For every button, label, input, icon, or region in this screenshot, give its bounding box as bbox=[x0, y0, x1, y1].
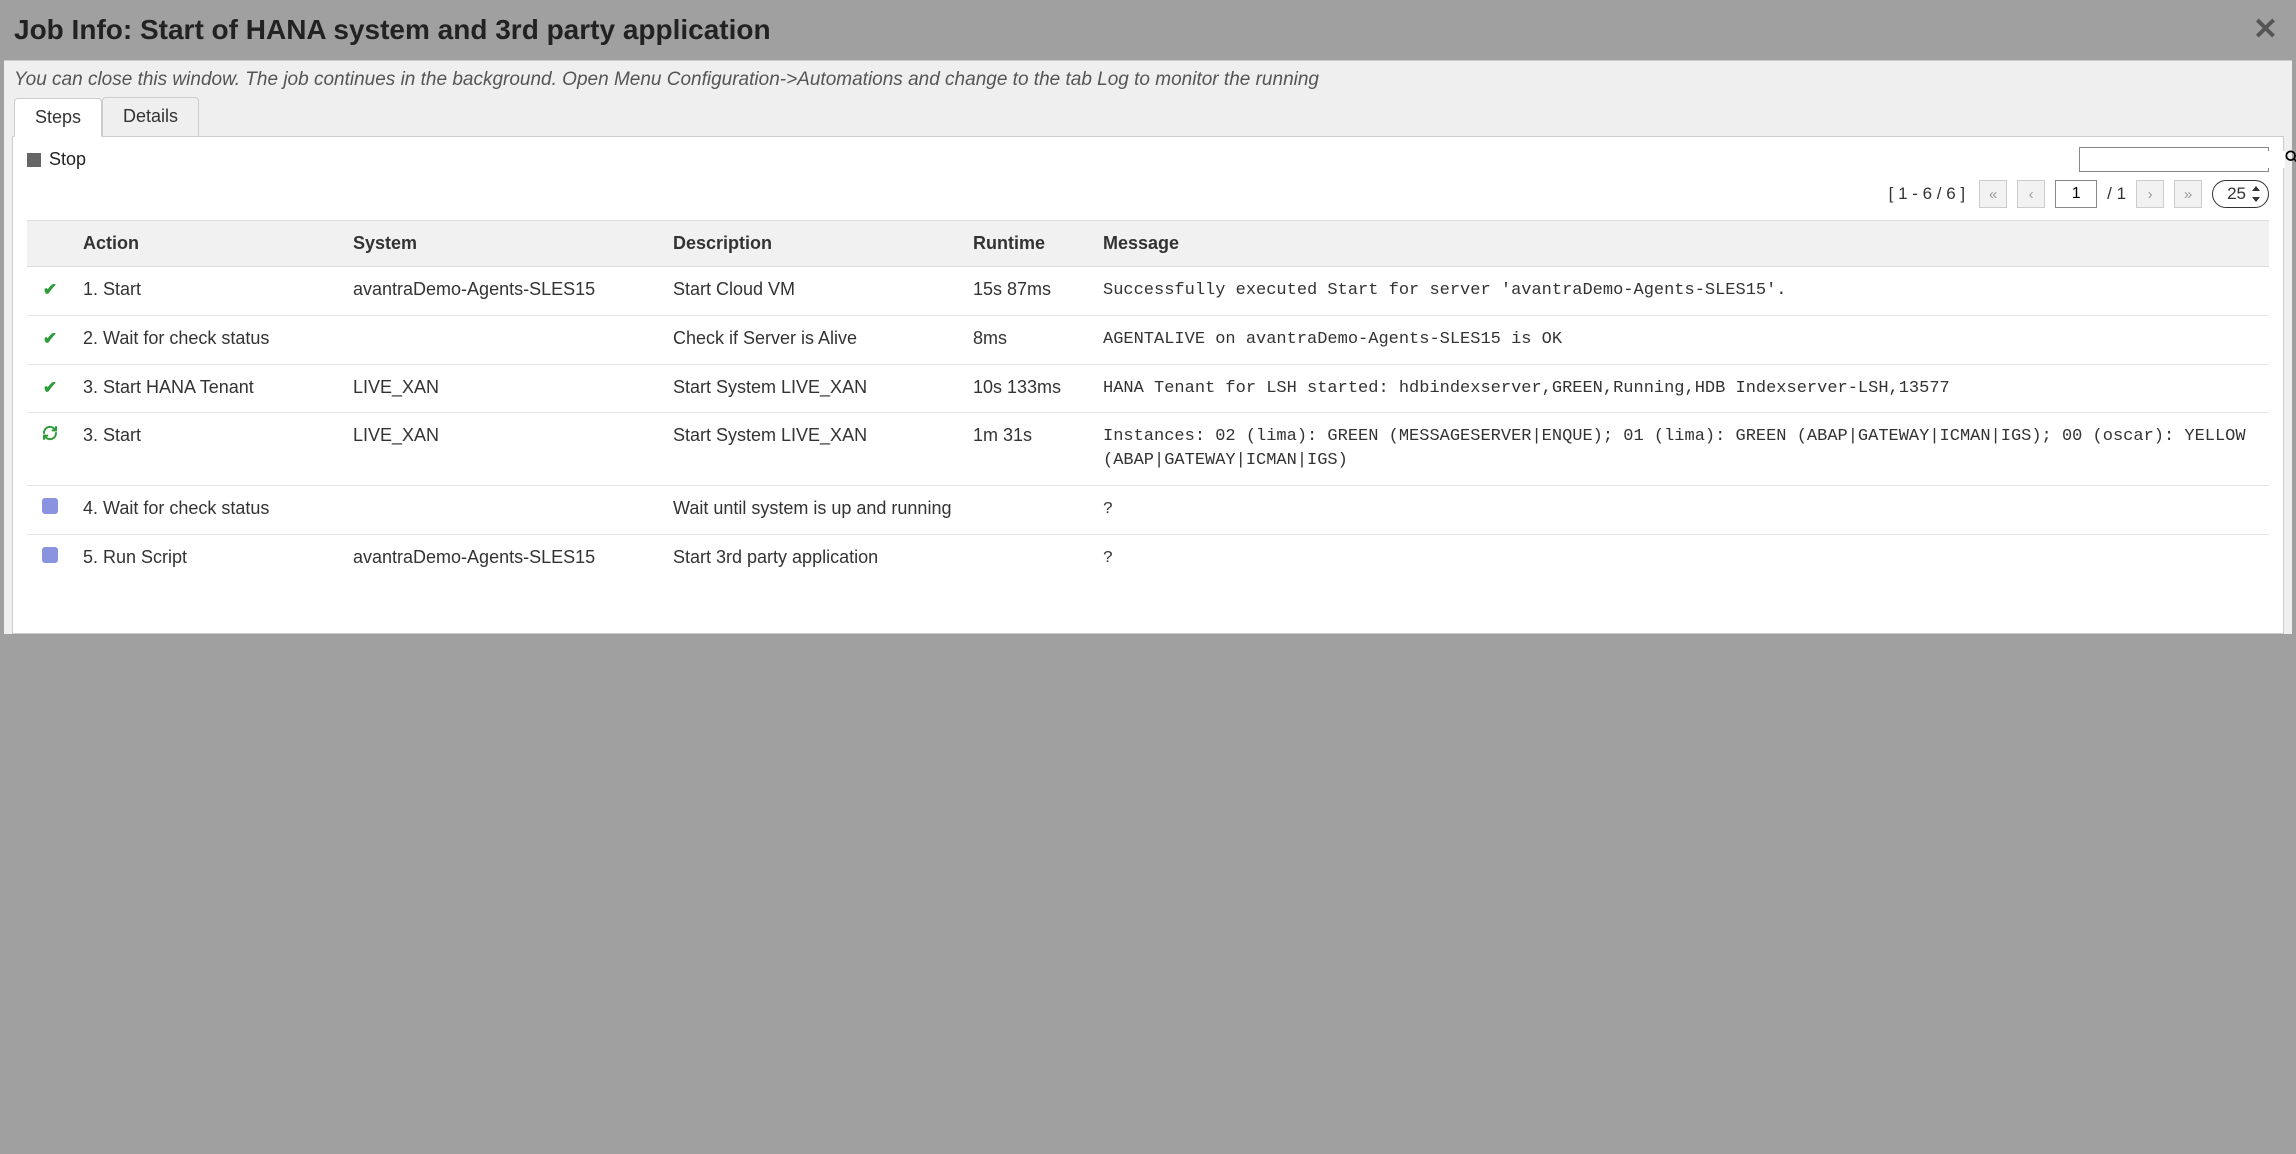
table-row[interactable]: ✔ 2. Wait for check status Check if Server… bbox=[27, 315, 2269, 364]
dialog-subtitle: You can close this window. The job conti… bbox=[4, 61, 2292, 97]
cell-message: HANA Tenant for LSH started: hdbindexser… bbox=[1093, 364, 2269, 413]
panel-footer-space bbox=[27, 583, 2269, 623]
pager-range: [ 1 - 6 / 6 ] bbox=[1889, 184, 1966, 204]
prev-page-button[interactable]: ‹ bbox=[2017, 180, 2045, 208]
page-size-select[interactable]: 25 bbox=[2212, 180, 2269, 208]
stop-label: Stop bbox=[49, 149, 86, 170]
cell-system: avantraDemo-Agents-SLES15 bbox=[343, 534, 663, 582]
cell-runtime bbox=[963, 534, 1093, 582]
col-runtime[interactable]: Runtime bbox=[963, 221, 1093, 267]
right-tools: [ 1 - 6 / 6 ] « ‹ / 1 › » 25 bbox=[1889, 147, 2269, 208]
job-info-dialog: Job Info: Start of HANA system and 3rd p… bbox=[4, 4, 2292, 634]
col-description[interactable]: Description bbox=[663, 221, 963, 267]
page-input[interactable] bbox=[2055, 180, 2097, 208]
table-row[interactable]: 5. Run ScriptavantraDemo-Agents-SLES15St… bbox=[27, 534, 2269, 582]
cell-action: 1. Start bbox=[73, 267, 343, 316]
cell-action: 3. Start HANA Tenant bbox=[73, 364, 343, 413]
cell-status bbox=[27, 413, 73, 486]
close-icon[interactable]: ✕ bbox=[2253, 15, 2278, 45]
tabs: Steps Details bbox=[4, 97, 2292, 136]
cell-runtime bbox=[963, 485, 1093, 534]
cell-action: 5. Run Script bbox=[73, 534, 343, 582]
cell-runtime: 8ms bbox=[963, 315, 1093, 364]
cell-action: 3. Start bbox=[73, 413, 343, 486]
col-action[interactable]: Action bbox=[73, 221, 343, 267]
cell-system: LIVE_XAN bbox=[343, 413, 663, 486]
check-icon: ✔ bbox=[43, 378, 57, 397]
stop-button[interactable]: Stop bbox=[27, 147, 86, 172]
table-row[interactable]: 3. StartLIVE_XANStart System LIVE_XAN1m … bbox=[27, 413, 2269, 486]
cell-status: ✔ bbox=[27, 315, 73, 364]
steps-panel: Stop [ 1 - 6 / 6 ] « bbox=[12, 136, 2284, 634]
steps-table: Action System Description Runtime Messag… bbox=[27, 220, 2269, 583]
col-system[interactable]: System bbox=[343, 221, 663, 267]
first-page-button[interactable]: « bbox=[1979, 180, 2007, 208]
pending-icon bbox=[42, 498, 58, 514]
table-row[interactable]: ✔ 1. StartavantraDemo-Agents-SLES15Start … bbox=[27, 267, 2269, 316]
cell-message: Instances: 02 (lima): GREEN (MESSAGESERV… bbox=[1093, 413, 2269, 486]
cell-message: ? bbox=[1093, 534, 2269, 582]
cell-action: 4. Wait for check status bbox=[73, 485, 343, 534]
cell-runtime: 10s 133ms bbox=[963, 364, 1093, 413]
cell-system: LIVE_XAN bbox=[343, 364, 663, 413]
cell-description: Start Cloud VM bbox=[663, 267, 963, 316]
pager: [ 1 - 6 / 6 ] « ‹ / 1 › » 25 bbox=[1889, 180, 2269, 208]
cell-system bbox=[343, 315, 663, 364]
pending-icon bbox=[42, 547, 58, 563]
refresh-icon bbox=[42, 425, 58, 446]
check-icon: ✔ bbox=[43, 329, 57, 348]
cell-description: Wait until system is up and running bbox=[663, 485, 963, 534]
next-page-button[interactable]: › bbox=[2136, 180, 2164, 208]
table-row[interactable]: 4. Wait for check status Wait until syste… bbox=[27, 485, 2269, 534]
search-icon[interactable] bbox=[2285, 150, 2296, 169]
search-input-wrap[interactable] bbox=[2079, 147, 2269, 172]
cell-message: AGENTALIVE on avantraDemo-Agents-SLES15 … bbox=[1093, 315, 2269, 364]
cell-system: avantraDemo-Agents-SLES15 bbox=[343, 267, 663, 316]
cell-message: ? bbox=[1093, 485, 2269, 534]
col-status bbox=[27, 221, 73, 267]
cell-message: Successfully executed Start for server '… bbox=[1093, 267, 2269, 316]
toolbar: Stop [ 1 - 6 / 6 ] « bbox=[27, 147, 2269, 208]
check-icon: ✔ bbox=[43, 280, 57, 299]
col-message[interactable]: Message bbox=[1093, 221, 2269, 267]
cell-description: Start System LIVE_XAN bbox=[663, 364, 963, 413]
cell-runtime: 1m 31s bbox=[963, 413, 1093, 486]
table-row[interactable]: ✔ 3. Start HANA TenantLIVE_XANStart Syste… bbox=[27, 364, 2269, 413]
tab-details[interactable]: Details bbox=[102, 97, 199, 136]
dialog-title: Job Info: Start of HANA system and 3rd p… bbox=[14, 14, 771, 46]
cell-system bbox=[343, 485, 663, 534]
stop-icon bbox=[27, 153, 41, 167]
dialog-content: You can close this window. The job conti… bbox=[4, 60, 2292, 634]
cell-runtime: 15s 87ms bbox=[963, 267, 1093, 316]
last-page-button[interactable]: » bbox=[2174, 180, 2202, 208]
dialog-header: Job Info: Start of HANA system and 3rd p… bbox=[4, 4, 2292, 60]
cell-description: Start System LIVE_XAN bbox=[663, 413, 963, 486]
search-input[interactable] bbox=[2086, 151, 2285, 168]
cell-description: Start 3rd party application bbox=[663, 534, 963, 582]
cell-action: 2. Wait for check status bbox=[73, 315, 343, 364]
page-size-value: 25 bbox=[2227, 184, 2246, 204]
cell-status bbox=[27, 485, 73, 534]
total-pages: / 1 bbox=[2107, 184, 2126, 204]
cell-status: ✔ bbox=[27, 267, 73, 316]
tab-steps[interactable]: Steps bbox=[14, 98, 102, 137]
cell-status bbox=[27, 534, 73, 582]
cell-description: Check if Server is Alive bbox=[663, 315, 963, 364]
cell-status: ✔ bbox=[27, 364, 73, 413]
